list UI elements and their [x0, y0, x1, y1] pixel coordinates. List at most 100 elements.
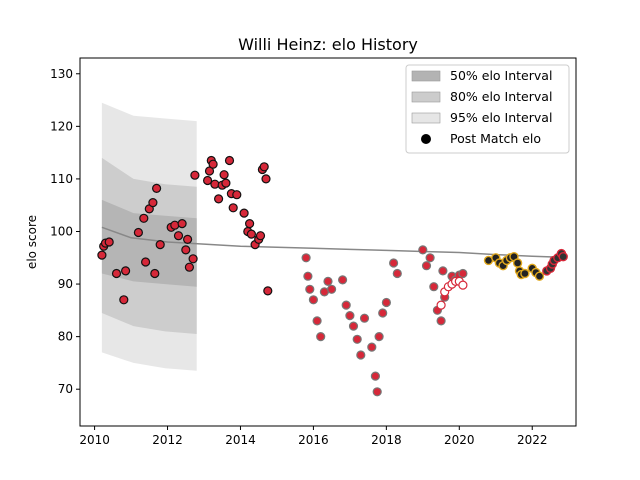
post-match-point: [308, 295, 318, 305]
post-match-point: [345, 311, 355, 321]
post-match-point: [356, 350, 366, 360]
post-match-point: [303, 271, 313, 281]
x-tick-label: 2010: [79, 433, 110, 447]
post-match-point: [263, 286, 273, 296]
x-tick-label: 2012: [152, 433, 183, 447]
post-match-point: [152, 183, 162, 193]
y-tick-label: 100: [50, 224, 73, 238]
post-match-point: [305, 284, 315, 294]
legend: 50% elo Interval 80% elo Interval 95% elo …: [405, 64, 570, 154]
post-match-point: [97, 250, 107, 260]
post-match-point: [421, 261, 432, 271]
post-match-point: [534, 271, 545, 281]
post-match-point: [246, 229, 256, 239]
legend-swatch: [411, 70, 441, 82]
post-match-point: [370, 371, 380, 381]
x-tick-label: 2016: [298, 433, 329, 447]
post-match-point: [261, 174, 271, 184]
y-tick-label: 110: [50, 172, 73, 186]
post-match-point: [208, 159, 218, 169]
post-match-point: [177, 219, 187, 229]
y-tick-label: 120: [50, 119, 73, 133]
legend-label: Post Match elo: [450, 131, 541, 146]
post-match-point: [436, 316, 446, 326]
post-match-point: [558, 252, 568, 262]
mean-elo-line: [101, 226, 562, 258]
post-match-point: [239, 208, 249, 218]
post-match-point: [512, 258, 523, 268]
post-match-point: [381, 297, 391, 308]
legend-label: 80% elo Interval: [450, 89, 552, 104]
y-tick-label: 80: [58, 330, 73, 344]
post-match-point: [458, 268, 468, 279]
post-match-point: [111, 268, 122, 279]
y-tick-label: 130: [50, 67, 73, 81]
post-match-point: [203, 175, 213, 186]
post-match-point: [221, 178, 231, 188]
post-match-point: [170, 220, 180, 230]
post-match-point: [155, 240, 165, 250]
post-match-point: [352, 334, 362, 344]
post-match-point: [438, 266, 448, 276]
post-match-point: [378, 308, 388, 318]
legend-label: 95% elo Interval: [450, 110, 552, 125]
plot-area: [97, 102, 568, 397]
legend-marker: [421, 134, 431, 144]
y-axis-label: elo score: [25, 215, 39, 269]
post-match-point: [367, 342, 377, 352]
post-match-point: [425, 253, 435, 263]
post-match-point: [119, 295, 129, 305]
post-match-point: [210, 179, 220, 189]
post-match-point: [429, 282, 439, 292]
post-match-point: [374, 332, 384, 342]
post-match-point: [316, 332, 326, 342]
post-match-point: [184, 262, 194, 272]
post-match-point: [323, 276, 333, 286]
legend-label: 50% elo Interval: [450, 68, 552, 83]
post-match-point: [232, 190, 242, 200]
post-match-point: [520, 268, 530, 279]
post-match-point: [327, 284, 337, 294]
post-match-point: [418, 245, 428, 255]
post-match-point: [188, 254, 198, 264]
post-match-point: [458, 280, 468, 290]
post-match-point: [255, 231, 266, 241]
legend-box: [405, 64, 570, 154]
post-match-point: [141, 257, 151, 267]
post-match-point: [150, 268, 160, 279]
post-match-point: [436, 300, 446, 310]
post-match-point: [190, 170, 200, 180]
post-match-point: [214, 194, 224, 204]
post-match-point: [104, 237, 114, 247]
plot-frame: [79, 57, 577, 427]
post-match-point: [359, 313, 370, 323]
post-match-point: [372, 387, 382, 397]
post-match-point: [228, 203, 238, 213]
x-tick-label: 2020: [444, 433, 475, 447]
post-match-point: [219, 170, 229, 180]
legend-swatch: [411, 112, 441, 124]
post-match-point: [139, 213, 149, 223]
x-tick-label: 2018: [371, 433, 402, 447]
post-match-point: [133, 227, 143, 238]
post-match-point: [148, 198, 158, 208]
post-match-point: [183, 234, 193, 244]
post-match-point: [301, 253, 311, 263]
post-match-point: [348, 321, 359, 331]
post-match-point: [338, 275, 348, 285]
post-match-point: [120, 266, 131, 276]
x-tick-label: 2014: [225, 433, 256, 447]
post-match-point: [181, 245, 191, 255]
post-match-point: [259, 162, 269, 172]
post-match-point: [389, 258, 399, 268]
y-tick-label: 90: [58, 277, 73, 291]
x-tick-label: 2022: [517, 433, 548, 447]
post-match-point: [245, 219, 255, 229]
post-match-point: [224, 155, 235, 166]
post-match-point: [392, 268, 402, 279]
legend-swatch: [411, 91, 441, 103]
post-match-point: [312, 316, 322, 326]
post-match-point: [341, 300, 351, 310]
axes: 2010 2012 2014 2016 2018 2020 2022 70 80 90 100 110…: [50, 57, 577, 447]
